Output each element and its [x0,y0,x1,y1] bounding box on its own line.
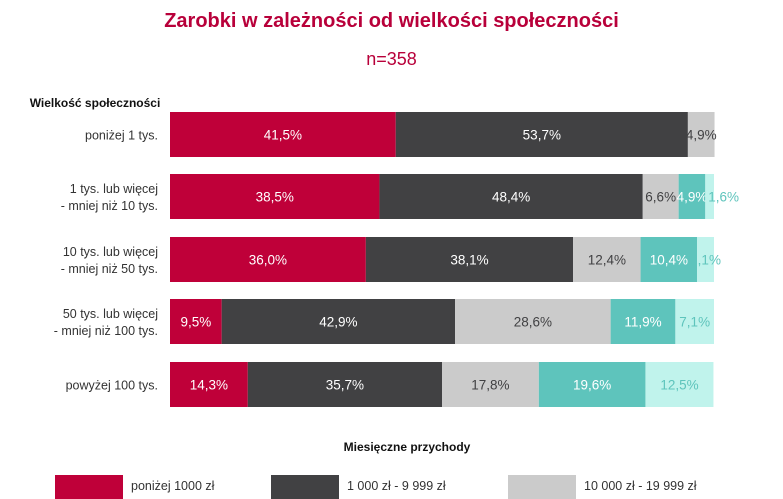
legend-label: poniżej 1000 zł [131,479,215,493]
category-label: 50 tys. lub więcej [63,307,158,321]
data-label: 41,5% [264,128,302,143]
bar-segment [573,237,641,282]
data-label: 10,4% [650,253,688,268]
bar-segment [610,299,676,344]
category-label: - mniej niż 10 tys. [61,199,158,213]
data-label: 3,1% [690,253,721,268]
data-label: 9,5% [180,315,211,330]
category-label: 1 tys. lub więcej [70,182,158,196]
data-label: 4,9% [686,128,717,143]
data-label: 7,1% [679,315,710,330]
data-label: 38,1% [450,253,488,268]
data-label: 17,8% [471,378,509,393]
data-label: 12,4% [588,253,626,268]
data-label: 36,0% [249,253,287,268]
category-label: - mniej niż 50 tys. [61,262,158,276]
bar-segment [678,174,706,219]
legend-swatch [271,475,339,499]
bar-segment [170,237,366,282]
chart-title: Zarobki w zależności od wielkości społec… [164,10,619,32]
data-label: 1,6% [708,190,739,205]
bar-segment [675,299,714,344]
bar-segment [170,174,380,219]
bar-segment [697,237,714,282]
data-label: 35,7% [326,378,364,393]
legend-title: Miesięczne przychody [344,440,471,454]
bar-segment [365,237,574,282]
data-label: 4,9% [677,190,708,205]
legend-label: 10 000 zł - 19 999 zł [584,479,697,493]
category-label: 10 tys. lub więcej [63,245,158,259]
data-label: 28,6% [514,315,552,330]
data-label: 38,5% [256,190,294,205]
bar-segment [538,362,646,407]
bar-segment [642,174,679,219]
y-axis-title: Wielkość społeczności [30,96,161,110]
legend-swatch [508,475,576,499]
data-label: 6,6% [645,190,676,205]
data-label: 14,3% [190,378,228,393]
data-label: 11,9% [624,315,661,330]
bar-segment [170,112,396,157]
bar-segment [455,299,611,344]
bar-segment [645,362,714,407]
data-label: 53,7% [523,128,561,143]
bar-segment [170,299,222,344]
bar-segment [705,174,714,219]
bar-segment [247,362,442,407]
category-label: - mniej niż 100 tys. [54,324,158,338]
chart-subtitle: n=358 [366,49,417,69]
category-label: powyżej 100 tys. [66,379,158,393]
data-label: 48,4% [492,190,530,205]
bar-segment [687,112,715,157]
category-label: poniżej 1 tys. [85,129,158,143]
legend-label: 1 000 zł - 9 999 zł [347,479,446,493]
bar-segment [170,362,248,407]
bar-segment [395,112,688,157]
data-label: 42,9% [319,315,357,330]
bar-segment [442,362,539,407]
legend-swatch [55,475,123,499]
bar-segment [379,174,643,219]
bar-segment [640,237,698,282]
data-label: 19,6% [573,378,611,393]
bar-segment [221,299,456,344]
data-label: 12,5% [660,378,698,393]
